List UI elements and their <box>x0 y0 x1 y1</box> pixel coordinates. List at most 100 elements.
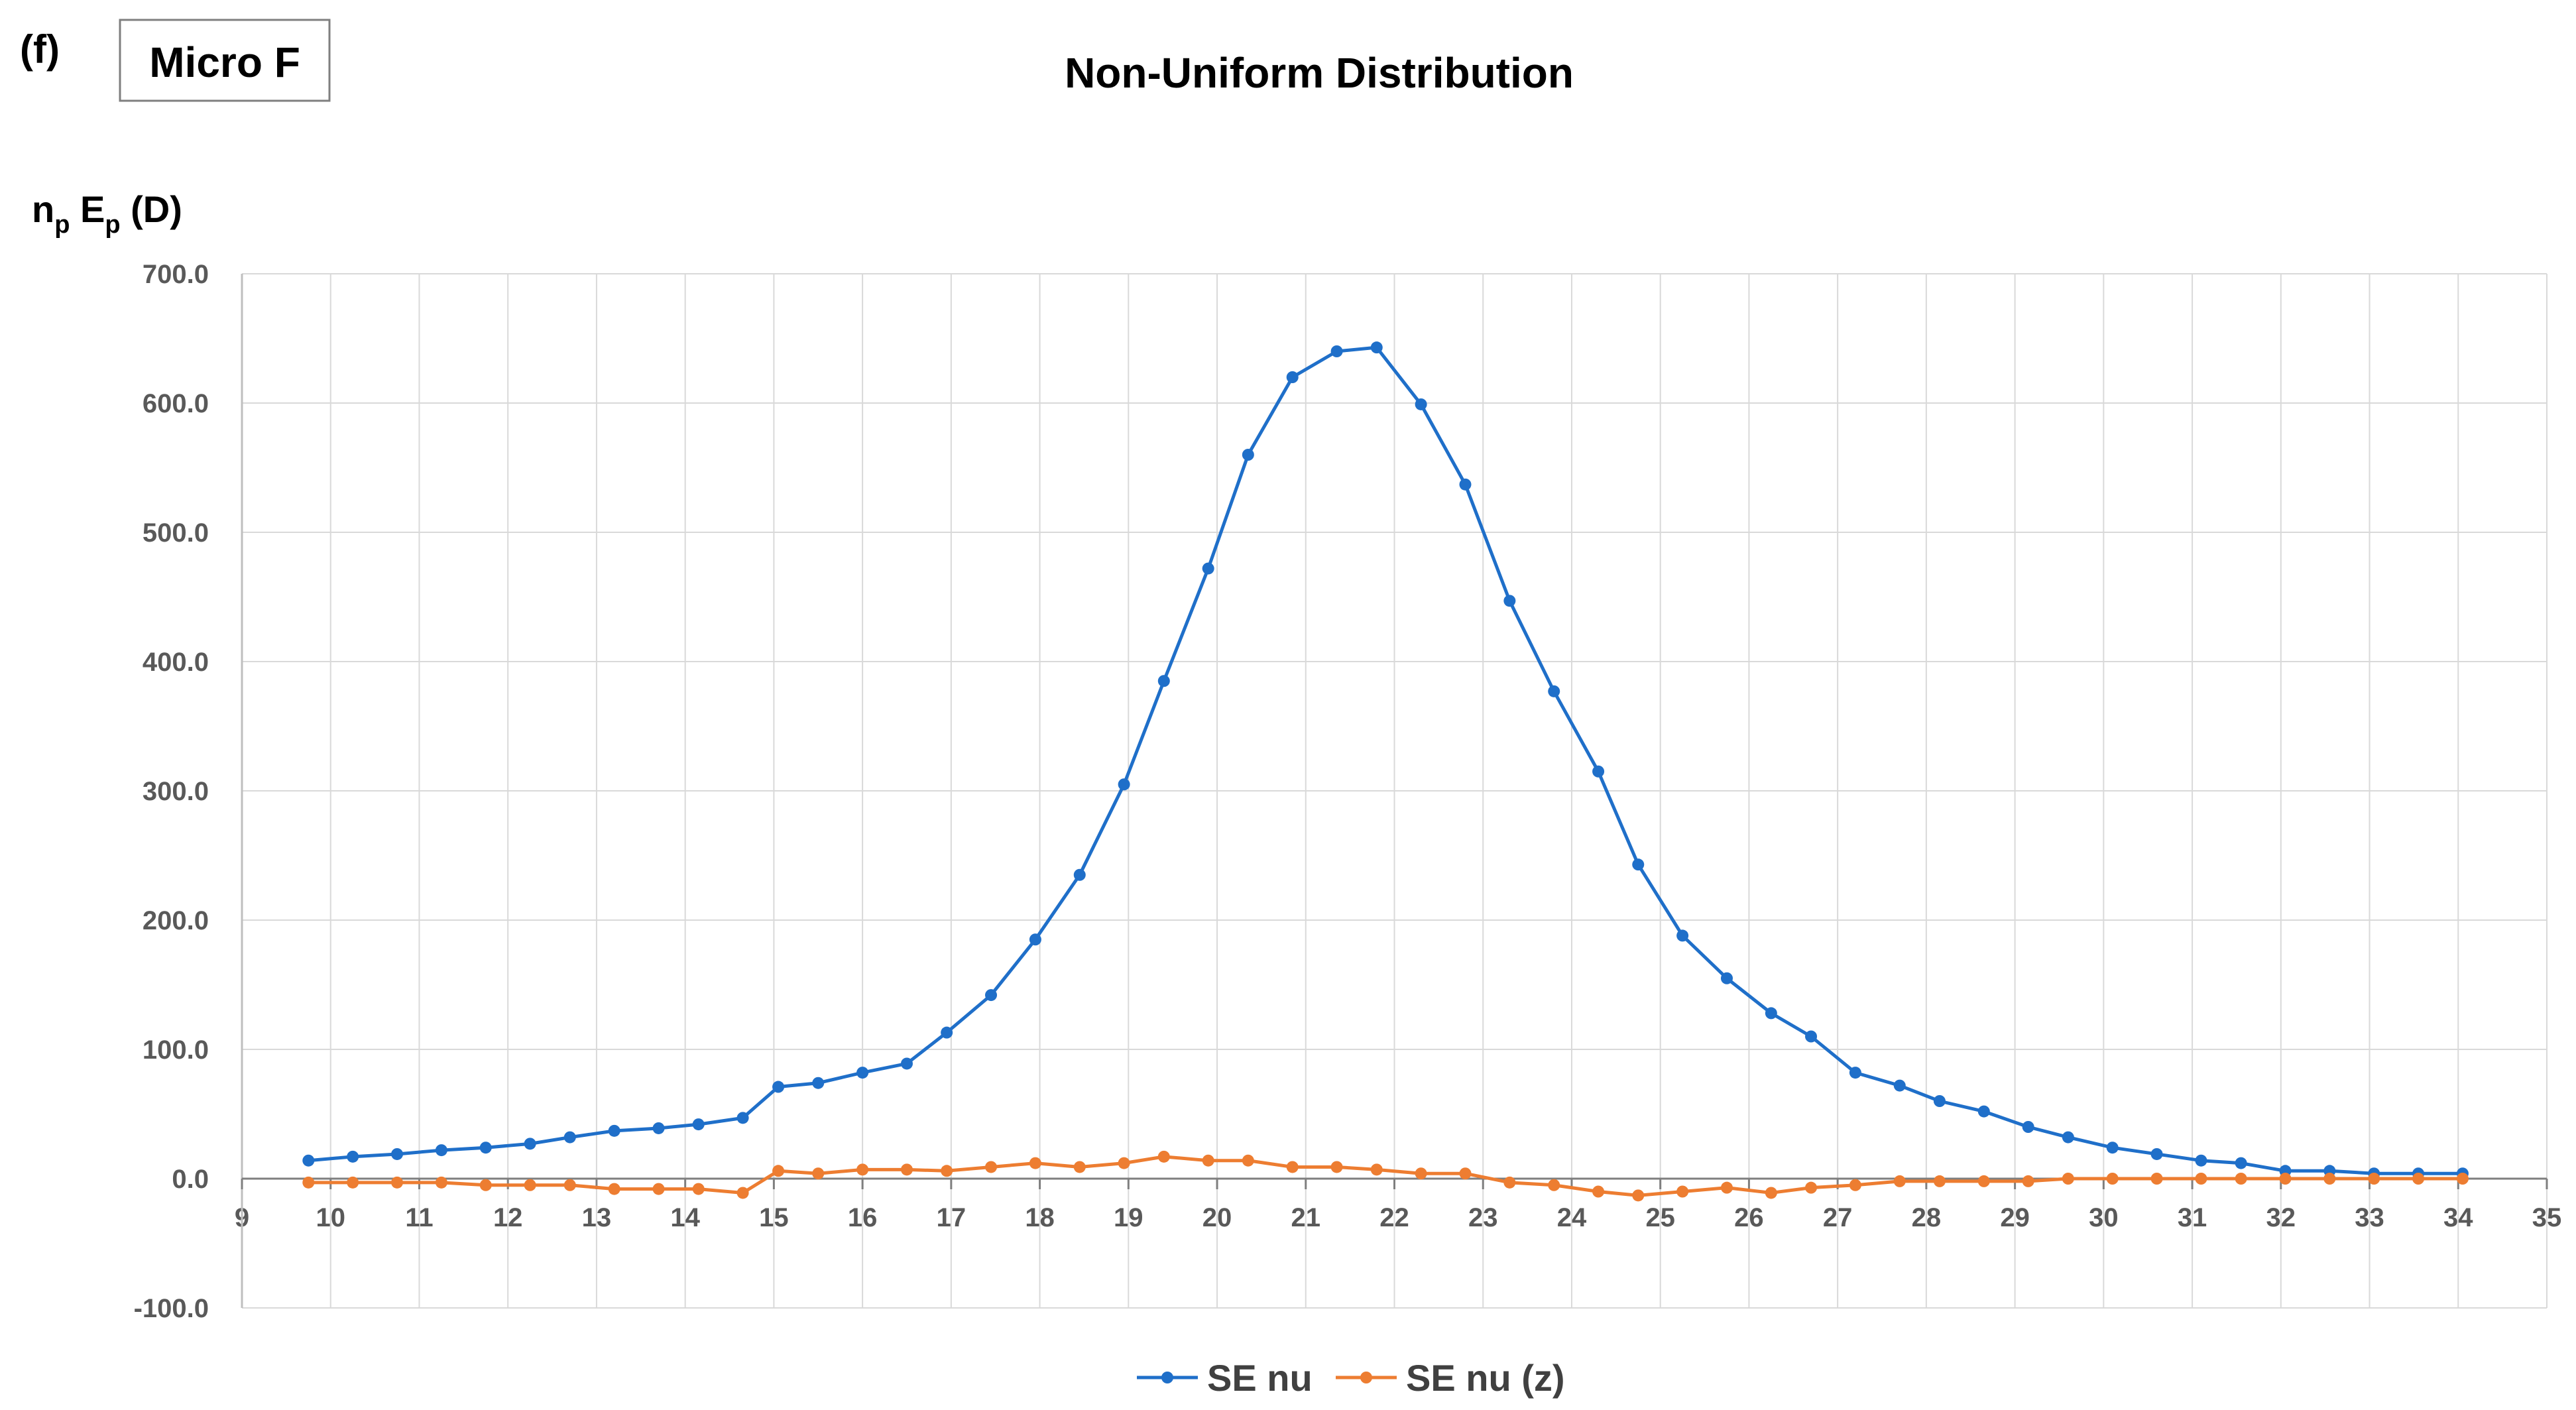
data-point <box>941 1026 953 1039</box>
y-tick-label: 400.0 <box>143 648 209 677</box>
data-point <box>2368 1173 2380 1185</box>
data-point <box>608 1183 620 1195</box>
x-tick-label: 10 <box>316 1203 345 1232</box>
data-point <box>856 1163 869 1176</box>
data-point <box>1073 868 1086 881</box>
data-point <box>772 1165 785 1177</box>
data-point <box>812 1077 825 1089</box>
data-point <box>1202 562 1214 575</box>
data-point <box>692 1183 705 1195</box>
data-point <box>1415 1167 1427 1180</box>
panel-label: (f) <box>20 27 60 72</box>
data-point <box>2150 1173 2163 1185</box>
x-tick-label: 23 <box>1468 1203 1498 1232</box>
data-point <box>347 1176 359 1189</box>
data-point <box>2195 1154 2207 1167</box>
y-tick-label: 600.0 <box>143 389 209 418</box>
data-point <box>1503 595 1516 607</box>
x-tick-label: 19 <box>1114 1203 1143 1232</box>
data-point <box>302 1176 315 1189</box>
data-point <box>2279 1173 2292 1185</box>
data-point <box>1548 685 1560 697</box>
y-label-n: n <box>32 188 54 230</box>
data-point <box>1805 1030 1818 1043</box>
x-tick-label: 28 <box>1912 1203 1942 1232</box>
data-point <box>479 1179 492 1191</box>
data-point <box>2106 1142 2119 1154</box>
data-point <box>2022 1175 2034 1187</box>
data-point <box>1765 1007 1777 1020</box>
x-tick-label: 29 <box>2000 1203 2030 1232</box>
data-point <box>985 1161 998 1173</box>
y-label-sub-1: p <box>54 211 70 239</box>
y-label-unit: (D) <box>121 188 182 230</box>
y-tick-label: 500.0 <box>143 518 209 548</box>
chart-title: Non-Uniform Distribution <box>1065 49 1574 97</box>
data-point <box>1157 675 1170 687</box>
y-tick-label: 700.0 <box>143 260 209 289</box>
data-point <box>652 1122 665 1134</box>
data-point <box>524 1179 536 1191</box>
data-point <box>1592 765 1605 778</box>
x-tick-label: 33 <box>2355 1203 2384 1232</box>
y-label-sub-2: p <box>105 211 120 239</box>
data-point <box>736 1187 749 1199</box>
data-point <box>856 1067 869 1079</box>
data-point <box>1459 478 1472 491</box>
data-point <box>2323 1173 2336 1185</box>
data-point <box>1118 778 1130 791</box>
data-point <box>1029 933 1041 946</box>
y-label-e: E <box>70 188 105 230</box>
data-point <box>1157 1150 1170 1163</box>
data-point <box>1118 1157 1130 1169</box>
data-point <box>2456 1173 2469 1185</box>
data-point <box>985 989 998 1002</box>
data-point <box>736 1112 749 1124</box>
y-axis-label: np Ep (D) <box>32 188 182 239</box>
series-se-nu <box>302 341 2469 1180</box>
data-point <box>692 1118 705 1131</box>
data-point <box>1503 1176 1516 1189</box>
x-tick-label: 22 <box>1379 1203 1409 1232</box>
data-point <box>1242 1154 1254 1167</box>
panel-box <box>119 19 331 102</box>
data-point <box>1073 1161 1086 1173</box>
data-point <box>1330 1161 1343 1173</box>
data-point <box>941 1165 953 1177</box>
data-point <box>1415 398 1427 410</box>
data-point <box>1805 1181 1818 1194</box>
data-point <box>2235 1157 2247 1169</box>
data-point <box>2106 1173 2119 1185</box>
series-layer <box>302 341 2469 1202</box>
legend-label: SE nu <box>1207 1357 1313 1399</box>
data-point <box>563 1179 576 1191</box>
data-point <box>2022 1121 2034 1133</box>
data-point <box>2062 1173 2074 1185</box>
legend-item: SE nu (z) <box>1336 1357 1565 1399</box>
data-point <box>563 1131 576 1144</box>
x-tick-label: 27 <box>1823 1203 1853 1232</box>
data-point <box>435 1144 447 1157</box>
data-point <box>1676 929 1689 942</box>
x-tick-label: 18 <box>1025 1203 1055 1232</box>
y-tick-label: 300.0 <box>143 777 209 806</box>
data-point <box>347 1150 359 1163</box>
data-point <box>1370 341 1383 354</box>
data-point <box>1330 345 1343 357</box>
data-point <box>1720 972 1733 984</box>
legend-label: SE nu (z) <box>1406 1357 1565 1399</box>
y-tick-label: -100.0 <box>134 1294 209 1323</box>
data-point <box>302 1154 315 1167</box>
x-tick-label: 15 <box>759 1203 789 1232</box>
series-se-nu-z <box>302 1150 2469 1202</box>
x-tick-label: 14 <box>670 1203 700 1232</box>
data-point <box>479 1142 492 1154</box>
x-tick-label: 25 <box>1645 1203 1675 1232</box>
data-point <box>1765 1187 1777 1199</box>
x-tick-label: 12 <box>493 1203 523 1232</box>
data-point <box>1286 371 1299 383</box>
data-point <box>1977 1175 1990 1187</box>
panel-box-label: Micro F <box>149 38 300 86</box>
x-tick-label: 13 <box>582 1203 612 1232</box>
